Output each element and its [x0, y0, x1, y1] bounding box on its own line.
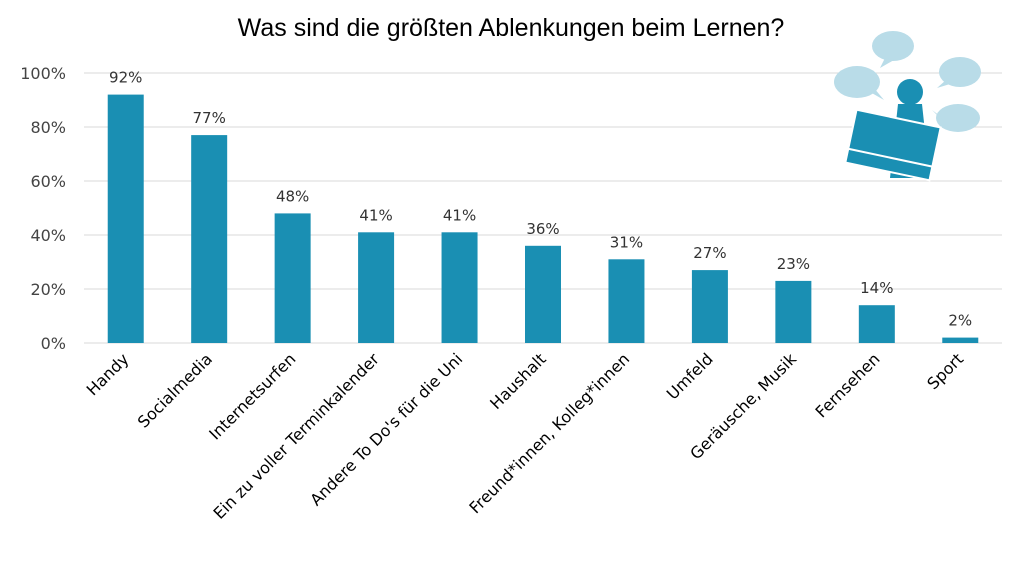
- x-category-label: Internetsurfen: [205, 349, 299, 443]
- x-category-label: Fernsehen: [812, 349, 884, 421]
- reading-person-illustration-icon: [834, 31, 981, 182]
- data-label: 36%: [526, 220, 559, 238]
- data-label: 2%: [948, 312, 972, 330]
- bar: [608, 259, 645, 343]
- data-label: 41%: [359, 206, 392, 224]
- speech-bubble-tail: [932, 110, 944, 122]
- data-label: 23%: [777, 255, 810, 273]
- speech-bubble-tail: [880, 58, 894, 68]
- y-tick-label: 20%: [30, 280, 66, 299]
- data-label: 14%: [860, 279, 893, 297]
- bar: [274, 213, 311, 343]
- speech-bubble-icon: [939, 57, 981, 87]
- speech-bubble-icon: [834, 66, 880, 98]
- y-tick-label: 0%: [41, 334, 66, 353]
- data-label: 41%: [443, 206, 476, 224]
- y-tick-label: 100%: [20, 64, 66, 83]
- speech-bubble-icon: [872, 31, 914, 61]
- speech-bubble-tail: [937, 80, 950, 88]
- speech-bubble-icon: [936, 104, 980, 132]
- data-label: 92%: [109, 69, 142, 87]
- y-tick-label: 60%: [30, 172, 66, 191]
- bar: [191, 135, 228, 343]
- y-axis-ticks: 0% 20% 40% 60% 80% 100%: [20, 64, 66, 353]
- x-category-label: Freund*innen, Kolleg*innen: [465, 349, 633, 517]
- x-category-label: Umfeld: [663, 349, 717, 403]
- bars: [107, 94, 979, 343]
- person-head-icon: [897, 79, 923, 105]
- data-label: 27%: [693, 244, 726, 262]
- data-label: 31%: [610, 233, 643, 251]
- y-tick-label: 80%: [30, 118, 66, 137]
- bar: [942, 337, 979, 343]
- x-category-label: Socialmedia: [134, 349, 216, 431]
- y-tick-label: 40%: [30, 226, 66, 245]
- bar: [691, 270, 728, 343]
- x-category-label: Ein zu voller Terminkalender: [210, 349, 384, 523]
- x-category-label: Handy: [83, 349, 133, 399]
- chart-title: Was sind die größten Ablenkungen beim Le…: [237, 14, 785, 42]
- bar: [441, 232, 478, 343]
- speech-bubble-tail: [870, 88, 884, 100]
- bar: [358, 232, 395, 343]
- bar: [107, 94, 144, 343]
- book-icon: [844, 108, 942, 182]
- x-category-label: Haushalt: [486, 349, 550, 413]
- bar: [525, 245, 561, 343]
- data-labels: 92% 77% 48% 41% 41% 36% 31% 27% 23% 14% 2%: [109, 69, 972, 330]
- bar: [775, 280, 812, 343]
- x-category-label: Sport: [923, 349, 967, 393]
- x-category-label: Andere To Do's für die Uni: [306, 349, 466, 509]
- data-label: 48%: [276, 187, 309, 205]
- bar: [858, 305, 895, 343]
- data-label: 77%: [193, 109, 226, 127]
